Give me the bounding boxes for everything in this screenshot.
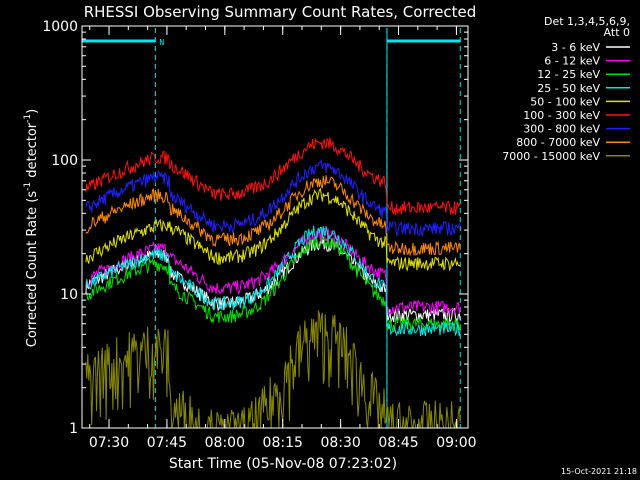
x-tick-label: 07:30	[89, 435, 129, 451]
y-tick-label: 100	[51, 153, 78, 169]
series-line-7	[85, 175, 461, 257]
x-axis-label: Start Time (05-Nov-08 07:23:02)	[169, 456, 397, 472]
series-line-6	[85, 158, 461, 237]
x-tick-label: 08:15	[263, 435, 303, 451]
legend-entry-label: 7000 - 15000 keV	[502, 150, 600, 163]
x-axis: 07:30 07:45 08:00 08:15 08:30 08:45 09:00	[89, 26, 477, 451]
render-timestamp: 15-Oct-2021 21:18	[561, 467, 637, 476]
y-axis: 1 10 100 1000	[42, 19, 468, 437]
series-line-8	[85, 310, 461, 430]
x-tick-label: 08:00	[205, 435, 245, 451]
y-axis-label-main: Corrected Count Rate (s	[25, 191, 40, 348]
legend-header-line: Att 0	[604, 26, 630, 39]
series-line-5	[85, 137, 461, 216]
y-axis-label-end: )	[25, 109, 40, 114]
x-tick-label: 07:45	[147, 435, 187, 451]
x-tick-label: 08:30	[320, 435, 360, 451]
legend-header-line: Det 1,3,4,5,6,9,	[544, 15, 630, 28]
series-line-2	[85, 234, 461, 333]
y-axis-label-mid: detector	[25, 122, 40, 182]
series-line-3	[85, 225, 461, 337]
legend-entry-label: 3 - 6 keV	[551, 41, 600, 54]
legend-entry-label: 800 - 7000 keV	[516, 136, 600, 149]
y-axis-label-sup1: -1	[23, 182, 33, 191]
chart-title: RHESSI Observing Summary Count Rates, Co…	[84, 3, 477, 21]
series-group	[85, 137, 461, 430]
legend-entry-label: 300 - 800 keV	[523, 123, 600, 136]
legend-entry-label: 100 - 300 keV	[523, 109, 600, 122]
legend-entry-label: 50 - 100 keV	[530, 95, 600, 108]
y-tick-label: 1	[69, 421, 78, 437]
series-line-4	[85, 187, 461, 272]
x-tick-label: 08:45	[378, 435, 418, 451]
y-axis-label: Corrected Count Rate (s-1 detector-1)	[23, 109, 40, 347]
x-tick-label: 09:00	[436, 435, 476, 451]
y-axis-label-sup2: -1	[23, 114, 33, 123]
legend-entry-label: 25 - 50 keV	[537, 82, 600, 95]
series-line-1	[85, 227, 461, 317]
legend-entry-label: 12 - 25 keV	[537, 68, 600, 81]
y-tick-label: 1000	[42, 19, 78, 35]
legend-entry-label: 6 - 12 keV	[544, 55, 600, 68]
night-label: N	[159, 38, 164, 47]
y-tick-label: 10	[60, 287, 78, 303]
plot-frame	[81, 25, 469, 429]
